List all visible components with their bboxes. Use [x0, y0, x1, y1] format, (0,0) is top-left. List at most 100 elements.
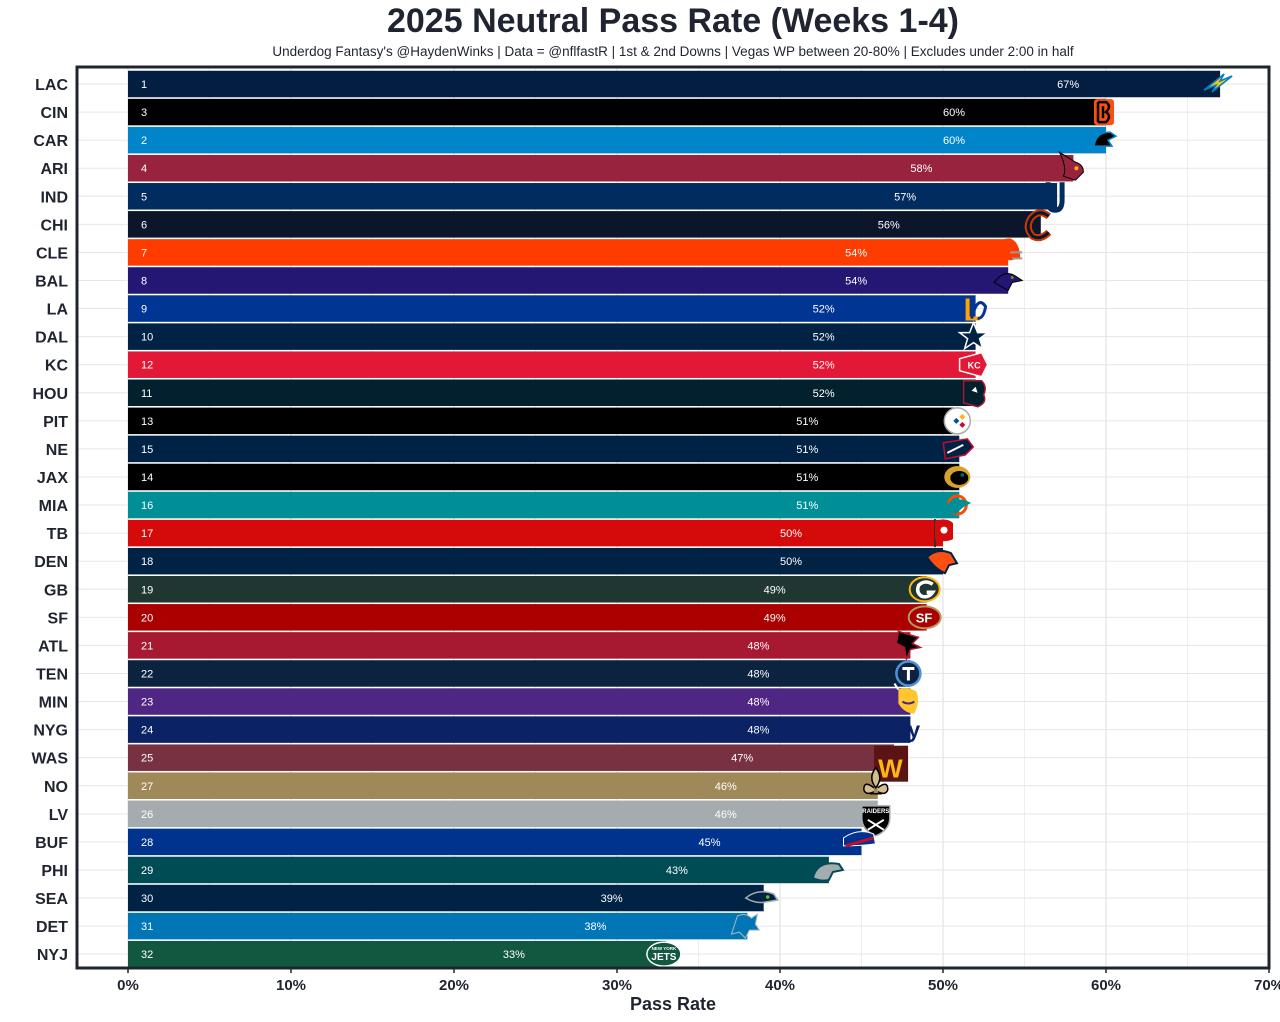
- bar-value-label: 49%: [764, 612, 786, 624]
- bar-value-label: 33%: [503, 949, 525, 961]
- bar-rank-label: 16: [141, 500, 153, 512]
- bar-rank-label: 27: [141, 781, 153, 793]
- bar-rank-label: 26: [141, 809, 153, 821]
- plot-frame: [75, 65, 1271, 970]
- viking-logo-icon: [893, 682, 922, 714]
- bar-value-label: 50%: [780, 556, 802, 568]
- bar-value-label: 58%: [910, 163, 932, 175]
- steelers-logo-icon: [943, 407, 972, 435]
- y-tick-label: BUF: [35, 835, 68, 852]
- bars: 1 67% 3 60% 2 60% 4 58% 5 57% 6 56% 7 54% 8 54% 9 52% 10 52…: [128, 70, 1221, 968]
- w-logo-icon: W: [874, 745, 909, 784]
- bar-value-label: 50%: [780, 528, 802, 540]
- bar-value-label: 51%: [796, 444, 818, 456]
- y-tick-label: BAL: [35, 273, 68, 290]
- dolphin-logo-icon: [943, 494, 972, 516]
- x-tick-label: 0%: [117, 977, 139, 994]
- g-logo-icon: [908, 576, 941, 603]
- y-tick-label: CLE: [36, 245, 68, 262]
- chart-subtitle: Underdog Fantasy's @HaydenWinks | Data =…: [272, 44, 1074, 59]
- y-tick-label: SF: [48, 610, 69, 627]
- y-tick-label: LV: [49, 807, 69, 824]
- bar-jax: [128, 463, 960, 491]
- bar-rank-label: 2: [141, 135, 147, 147]
- bar-pit: [128, 407, 960, 435]
- bar-ten: [128, 660, 911, 687]
- bar-value-label: 57%: [894, 191, 916, 203]
- bar-rank-label: 18: [141, 556, 153, 568]
- y-tick-label: CHI: [40, 217, 68, 234]
- bar-rank-label: 9: [141, 304, 147, 316]
- bar-rank-label: 10: [141, 332, 153, 344]
- rams-logo-icon: [965, 298, 988, 321]
- raven-logo-icon: [993, 273, 1024, 292]
- y-tick-label: DEN: [34, 554, 68, 571]
- bar-value-label: 45%: [698, 837, 720, 849]
- bar-value-label: 39%: [601, 893, 623, 905]
- bar-rank-label: 23: [141, 697, 153, 709]
- svg-text:RAIDERS: RAIDERS: [862, 809, 889, 815]
- x-tick-label: 50%: [928, 977, 958, 994]
- bar-rank-label: 13: [141, 416, 153, 428]
- raiders-shield-logo-icon: RAIDERS: [861, 805, 891, 837]
- bar-ne: [128, 435, 960, 463]
- seahawk-logo-icon: [744, 891, 779, 904]
- bar-value-label: 48%: [747, 640, 769, 652]
- bar-rank-label: 11: [141, 388, 152, 400]
- bar-rank-label: 24: [141, 725, 153, 737]
- bronco-logo-icon: [925, 549, 959, 575]
- y-tick-label: DAL: [35, 330, 68, 347]
- ny-logo-icon: ny: [894, 718, 920, 743]
- bar-rank-label: 5: [141, 191, 147, 203]
- bar-dal: [128, 323, 976, 350]
- bar-min: [128, 688, 911, 715]
- sf-logo-icon: SF: [907, 605, 942, 630]
- x-tick-label: 30%: [602, 977, 632, 994]
- y-tick-label: MIA: [39, 498, 69, 515]
- bar-bal: [128, 267, 1009, 294]
- eagle-logo-icon: [811, 862, 845, 882]
- svg-text:W: W: [878, 754, 903, 784]
- bar-rank-label: 25: [141, 753, 153, 765]
- bar-value-label: 48%: [747, 668, 769, 680]
- bar-den: [128, 547, 943, 575]
- horseshoe-logo-icon: [1045, 182, 1065, 213]
- y-tick-label: NYJ: [37, 947, 68, 964]
- bar-rank-label: 12: [141, 360, 153, 372]
- bar-no: [128, 772, 878, 799]
- buffalo-logo-icon: [843, 831, 877, 848]
- x-tick-label: 60%: [1091, 977, 1121, 994]
- bull-logo-icon: [962, 380, 986, 408]
- fleur-de-lis-logo-icon: [863, 766, 889, 795]
- bar-chi: [128, 211, 1041, 238]
- x-axis-ticks: 0% 10% 20% 30% 40% 50% 60% 70%: [117, 968, 1280, 994]
- bar-value-label: 54%: [845, 275, 867, 287]
- bar-value-label: 52%: [813, 332, 835, 344]
- bar-rank-label: 14: [141, 472, 153, 484]
- bar-value-label: 52%: [813, 360, 835, 372]
- bar-rank-label: 7: [141, 247, 147, 259]
- bar-value-label: 43%: [666, 865, 688, 877]
- bar-value-label: 60%: [943, 135, 965, 147]
- y-tick-label: LA: [47, 302, 69, 319]
- bar-was: [128, 744, 895, 771]
- bar-nyg: [128, 716, 911, 743]
- bar-nyj: [128, 940, 666, 968]
- bar-value-label: 49%: [764, 584, 786, 596]
- bar-sf: [128, 604, 927, 631]
- x-tick-label: 70%: [1254, 977, 1280, 994]
- svg-text:KC: KC: [968, 361, 981, 371]
- bar-buf: [128, 828, 862, 856]
- bar-value-label: 51%: [796, 416, 818, 428]
- bar-tb: [128, 519, 943, 547]
- bar-value-label: 47%: [731, 753, 753, 765]
- bar-value-label: 54%: [845, 247, 867, 259]
- cardinal-logo-icon: [1058, 150, 1084, 181]
- bar-rank-label: 1: [141, 79, 147, 91]
- bar-hou: [128, 379, 976, 407]
- panther-logo-icon: [1093, 131, 1118, 147]
- y-tick-label: NYG: [33, 723, 68, 740]
